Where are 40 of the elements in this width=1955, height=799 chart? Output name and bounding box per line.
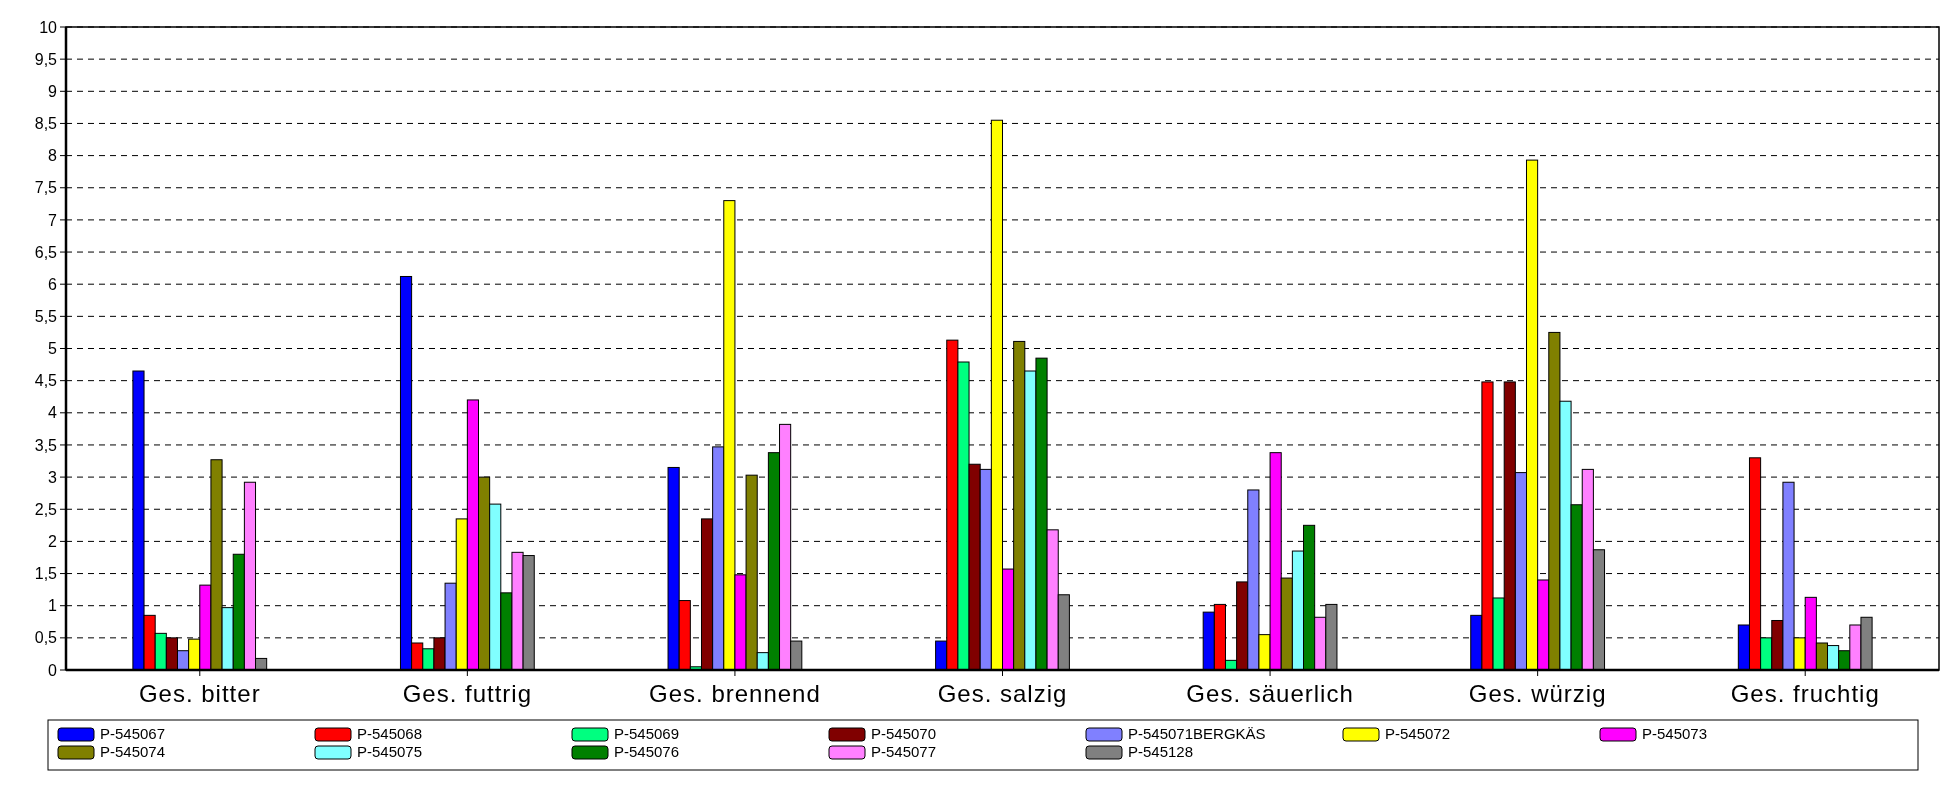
y-tick-label: 7,5 <box>34 179 58 197</box>
y-tick-label: 0 <box>48 661 58 679</box>
y-tick-label: 5,5 <box>34 307 58 325</box>
x-tick-label: Ges. futtrig <box>402 680 533 707</box>
legend-label: P-545069 <box>614 725 680 742</box>
y-tick-label: 4,5 <box>34 372 58 390</box>
legend-label: P-545068 <box>357 725 423 742</box>
y-tick-label: 0,5 <box>34 629 58 647</box>
y-tick-label: 3 <box>48 468 58 486</box>
x-tick-label: Ges. würzig <box>1468 680 1607 707</box>
y-tick-label: 2,5 <box>34 500 58 518</box>
legend-label: P-545067 <box>100 725 166 742</box>
legend-label: P-545074 <box>100 743 166 760</box>
legend-label: P-545077 <box>871 743 937 760</box>
y-tick-label: 1 <box>48 597 58 615</box>
y-tick-label: 9,5 <box>34 50 58 68</box>
legend-label: P-545075 <box>357 743 423 760</box>
y-tick-label: 7 <box>48 211 58 229</box>
legend-label: P-545071BERGKÄS <box>1128 725 1266 742</box>
y-tick-label: 5 <box>48 340 58 358</box>
y-tick-label: 4 <box>48 404 58 422</box>
y-tick-label: 3,5 <box>34 436 58 454</box>
y-tick-label: 8,5 <box>34 115 58 133</box>
x-tick-label: Ges. brennend <box>649 680 821 707</box>
x-tick-label: Ges. säuerlich <box>1186 680 1354 707</box>
y-tick-label: 6 <box>48 275 58 293</box>
y-tick-label: 10 <box>39 18 58 36</box>
legend-label: P-545073 <box>1642 725 1708 742</box>
x-tick-label: Ges. bitter <box>138 680 261 707</box>
y-tick-label: 9 <box>48 82 58 100</box>
y-tick-label: 6,5 <box>34 243 58 261</box>
legend-label: P-545076 <box>614 743 680 760</box>
legend-label: P-545070 <box>871 725 937 742</box>
legend-label: P-545072 <box>1385 725 1451 742</box>
y-tick-label: 1,5 <box>34 565 58 583</box>
y-tick-label: 2 <box>48 533 58 550</box>
x-tick-label: Ges. fruchtig <box>1730 680 1880 707</box>
y-tick-label: 8 <box>48 147 58 165</box>
legend-label: P-545128 <box>1128 743 1194 760</box>
x-tick-label: Ges. salzig <box>937 680 1068 707</box>
